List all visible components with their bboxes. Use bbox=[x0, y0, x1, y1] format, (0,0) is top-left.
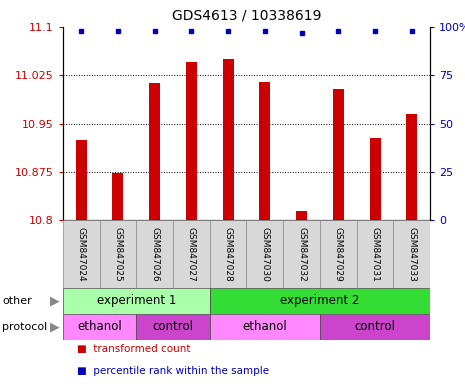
Bar bbox=[136, 220, 173, 288]
Bar bbox=[283, 220, 320, 288]
Bar bbox=[210, 220, 246, 288]
Text: GSM847024: GSM847024 bbox=[77, 227, 86, 281]
Bar bbox=[210, 288, 430, 314]
Bar bbox=[113, 173, 123, 220]
Text: GSM847031: GSM847031 bbox=[371, 227, 379, 281]
Text: ▶: ▶ bbox=[50, 294, 59, 307]
Text: ■  percentile rank within the sample: ■ percentile rank within the sample bbox=[77, 366, 269, 376]
Bar bbox=[370, 139, 380, 220]
Bar bbox=[149, 83, 160, 220]
Bar bbox=[76, 140, 86, 220]
Bar bbox=[63, 288, 210, 314]
Title: GDS4613 / 10338619: GDS4613 / 10338619 bbox=[172, 9, 321, 23]
Text: GSM847026: GSM847026 bbox=[150, 227, 159, 281]
Bar bbox=[406, 114, 417, 220]
Bar bbox=[333, 89, 344, 220]
Bar bbox=[186, 62, 197, 220]
Bar bbox=[173, 220, 210, 288]
Text: ▶: ▶ bbox=[50, 320, 59, 333]
Bar bbox=[296, 211, 307, 220]
Text: ■  transformed count: ■ transformed count bbox=[77, 344, 190, 354]
Bar bbox=[223, 59, 233, 220]
Text: ethanol: ethanol bbox=[77, 320, 122, 333]
Text: ethanol: ethanol bbox=[242, 320, 287, 333]
Text: protocol: protocol bbox=[2, 322, 47, 332]
Text: experiment 2: experiment 2 bbox=[280, 294, 359, 307]
Bar bbox=[63, 220, 100, 288]
Text: GSM847028: GSM847028 bbox=[224, 227, 232, 281]
Bar bbox=[100, 220, 136, 288]
Text: GSM847029: GSM847029 bbox=[334, 227, 343, 281]
Bar bbox=[320, 314, 430, 340]
Bar bbox=[320, 220, 357, 288]
Bar bbox=[246, 220, 283, 288]
Text: control: control bbox=[354, 320, 396, 333]
Text: GSM847025: GSM847025 bbox=[113, 227, 122, 281]
Text: experiment 1: experiment 1 bbox=[97, 294, 176, 307]
Text: GSM847032: GSM847032 bbox=[297, 227, 306, 281]
Text: GSM847033: GSM847033 bbox=[407, 227, 416, 281]
Bar bbox=[357, 220, 393, 288]
Bar bbox=[259, 82, 270, 220]
Text: control: control bbox=[153, 320, 193, 333]
Text: GSM847027: GSM847027 bbox=[187, 227, 196, 281]
Bar bbox=[210, 314, 320, 340]
Text: other: other bbox=[2, 296, 32, 306]
Text: GSM847030: GSM847030 bbox=[260, 227, 269, 281]
Bar bbox=[136, 314, 210, 340]
Bar bbox=[63, 314, 136, 340]
Bar bbox=[393, 220, 430, 288]
